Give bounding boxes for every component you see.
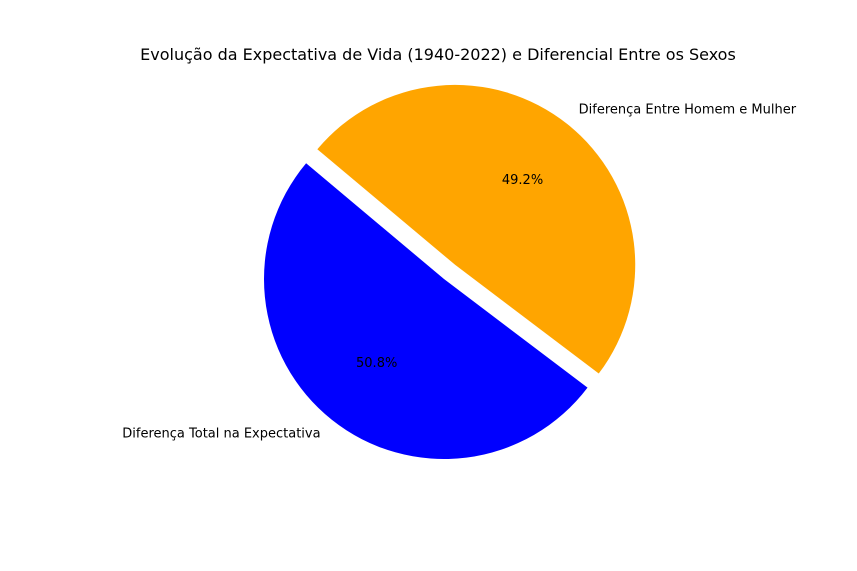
pie-labels: Diferença Total na Expectativa 50.8% Difer…: [122, 103, 796, 442]
slice-percent-diferenca-entre-homem-e-mulher: 49.2%: [502, 173, 543, 188]
slice-label-diferenca-total-na-expectativa: Diferença Total na Expectativa: [122, 426, 320, 441]
slice-label-diferenca-entre-homem-e-mulher: Diferença Entre Homem e Mulher: [579, 103, 797, 118]
pie-slice-diferenca-entre-homem-e-mulher: [317, 84, 636, 374]
pie-slices: [263, 84, 636, 460]
slice-percent-diferenca-total-na-expectativa: 50.8%: [356, 356, 397, 371]
chart-title: Evolução da Expectativa de Vida (1940-20…: [140, 45, 736, 64]
pie-slice-diferenca-total-na-expectativa: [263, 163, 588, 460]
